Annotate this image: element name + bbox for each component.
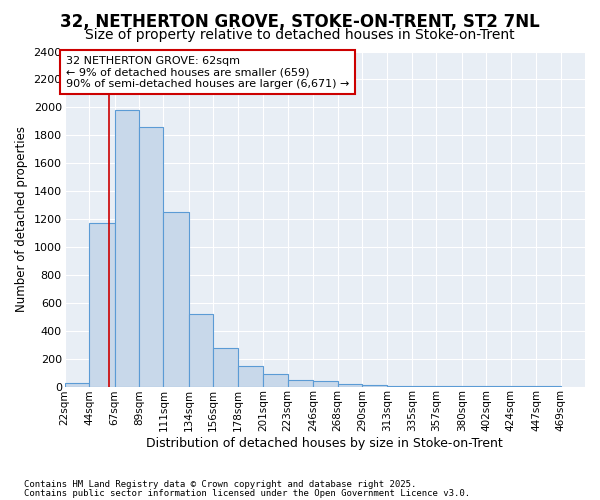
Bar	[263, 374, 287, 386]
Bar	[163, 212, 189, 386]
Bar	[213, 348, 238, 387]
Bar	[89, 223, 115, 386]
X-axis label: Distribution of detached houses by size in Stoke-on-Trent: Distribution of detached houses by size …	[146, 437, 503, 450]
Bar	[313, 381, 338, 386]
Text: 32, NETHERTON GROVE, STOKE-ON-TRENT, ST2 7NL: 32, NETHERTON GROVE, STOKE-ON-TRENT, ST2…	[60, 12, 540, 30]
Text: 32 NETHERTON GROVE: 62sqm
← 9% of detached houses are smaller (659)
90% of semi-: 32 NETHERTON GROVE: 62sqm ← 9% of detach…	[65, 56, 349, 89]
Bar	[115, 110, 139, 386]
Bar	[338, 384, 362, 386]
Text: Contains HM Land Registry data © Crown copyright and database right 2025.: Contains HM Land Registry data © Crown c…	[24, 480, 416, 489]
Bar	[287, 380, 313, 386]
Bar	[139, 127, 163, 386]
Text: Size of property relative to detached houses in Stoke-on-Trent: Size of property relative to detached ho…	[85, 28, 515, 42]
Text: Contains public sector information licensed under the Open Government Licence v3: Contains public sector information licen…	[24, 489, 470, 498]
Bar	[65, 384, 89, 386]
Bar	[238, 366, 263, 386]
Y-axis label: Number of detached properties: Number of detached properties	[15, 126, 28, 312]
Bar	[189, 314, 213, 386]
